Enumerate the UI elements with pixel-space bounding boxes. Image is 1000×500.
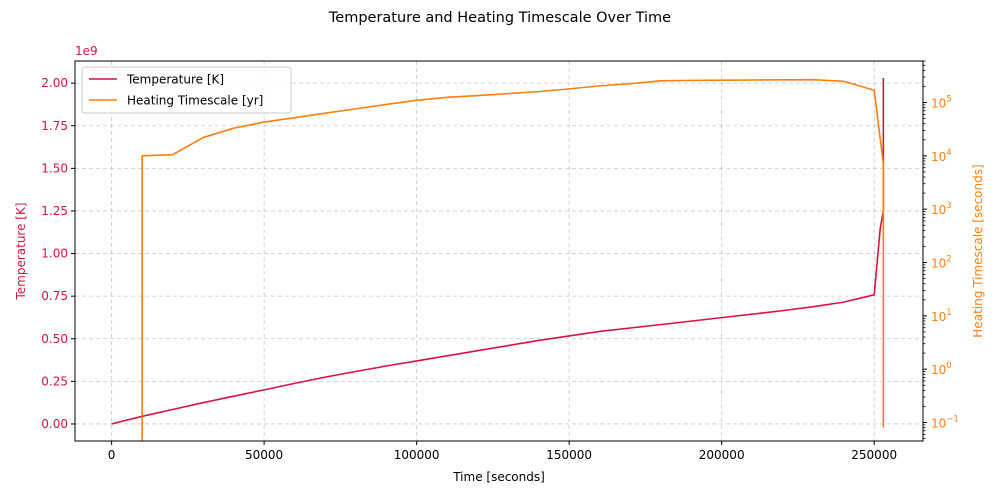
legend-box (81, 66, 292, 114)
x-tick-label: 250000 (851, 448, 897, 462)
x-axis-label: Time [seconds] (452, 470, 545, 484)
left-tick-label: 0.25 (41, 374, 68, 388)
legend-entry-temperature: Temperature [K] (126, 73, 224, 87)
right-tick-exponent: 5 (946, 95, 951, 105)
legend-entry-timescale: Heating Timescale [yr] (127, 94, 263, 108)
x-tick-label: 100000 (394, 448, 440, 462)
x-tick-label: 200000 (699, 448, 745, 462)
right-tick-exponent: 4 (946, 148, 951, 158)
series-line-timescale (141, 78, 885, 441)
series-layer (111, 78, 885, 441)
left-tick-label: 0.50 (41, 332, 68, 346)
right-tick-exponent: 3 (946, 201, 951, 211)
right-tick-exponent: 0 (946, 361, 951, 371)
left-axis-label: Temperature [K] (14, 202, 28, 300)
left-tick-label: 0.00 (41, 417, 68, 431)
plot-frame (74, 60, 924, 442)
chart-title: Temperature and Heating Timescale Over T… (328, 10, 671, 26)
left-tick-label: 0.75 (41, 289, 68, 303)
grid-lines (75, 61, 923, 441)
left-tick-label: 2.00 (41, 76, 68, 90)
right-axis-label: Heating Timescale [seconds] (971, 164, 985, 337)
left-tick-label: 1.00 (41, 247, 68, 261)
left-tick-label: 1.75 (41, 119, 68, 133)
x-tick-label: 0 (108, 448, 116, 462)
right-tick-exponent: −1 (946, 415, 959, 425)
left-axis-offset-text: 1e9 (75, 44, 98, 58)
legend: Temperature [K] Heating Timescale [yr] (81, 66, 292, 114)
right-tick-exponent: 1 (946, 308, 951, 318)
right-tick-exponent: 2 (946, 255, 951, 265)
x-tick-label: 150000 (546, 448, 592, 462)
x-tick-label: 50000 (245, 448, 283, 462)
series-line-temperature (111, 78, 885, 425)
left-tick-label: 1.50 (41, 161, 68, 175)
left-tick-label: 1.25 (41, 204, 68, 218)
